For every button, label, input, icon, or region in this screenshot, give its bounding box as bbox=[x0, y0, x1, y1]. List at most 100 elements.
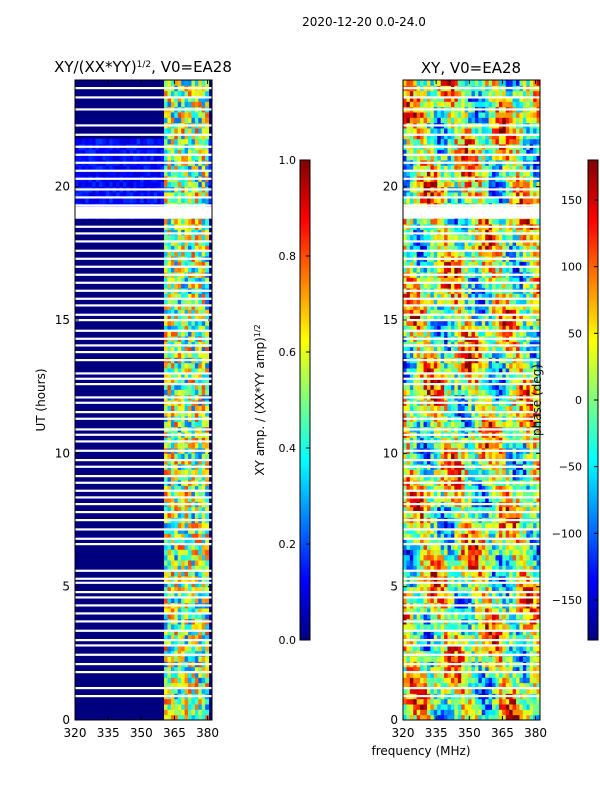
flagged-row bbox=[75, 528, 212, 531]
phase-cell bbox=[420, 469, 425, 476]
phase-cell bbox=[447, 346, 452, 353]
amplitude-cell bbox=[208, 170, 212, 177]
amplitude-cell bbox=[157, 154, 162, 161]
phase-cell bbox=[526, 544, 531, 550]
phase-cell bbox=[457, 458, 462, 465]
phase-cell bbox=[488, 341, 493, 348]
phase-cell bbox=[516, 682, 520, 689]
phase-cell bbox=[488, 640, 493, 646]
phase-cell bbox=[413, 688, 418, 694]
amplitude-cell bbox=[133, 154, 138, 161]
amplitude-cell bbox=[167, 586, 172, 593]
amplitude-cell bbox=[177, 384, 182, 390]
phase-cell bbox=[471, 362, 476, 369]
phase-cell bbox=[488, 346, 493, 353]
phase-cell bbox=[468, 544, 472, 550]
amplitude-cell bbox=[184, 496, 189, 502]
amplitude-cell bbox=[167, 682, 172, 689]
amplitude-cell bbox=[181, 325, 186, 332]
amplitude-cell bbox=[201, 320, 206, 326]
amplitude-cell bbox=[184, 592, 189, 598]
phase-cell bbox=[474, 608, 479, 614]
phase-cell bbox=[478, 640, 483, 646]
amplitude-cell bbox=[188, 656, 192, 662]
phase-cell bbox=[478, 362, 483, 369]
amplitude-cell bbox=[164, 192, 168, 198]
amplitude-cell bbox=[102, 192, 107, 198]
phase-cell bbox=[492, 410, 496, 417]
phase-cell bbox=[430, 346, 435, 353]
amplitude-cell bbox=[174, 341, 179, 348]
phase-cell bbox=[502, 560, 507, 566]
phase-cell bbox=[516, 645, 520, 652]
amplitude-cell bbox=[177, 528, 182, 534]
amplitude-cell bbox=[174, 320, 179, 326]
amplitude-cell bbox=[188, 704, 192, 710]
amplitude-cell bbox=[198, 586, 203, 593]
amplitude-cell bbox=[198, 549, 203, 556]
amplitude-cell bbox=[188, 181, 192, 188]
amplitude-cell bbox=[177, 549, 182, 556]
phase-cell bbox=[447, 437, 452, 444]
phase-cell bbox=[505, 442, 510, 449]
phase-cell bbox=[529, 672, 534, 678]
phase-cell bbox=[529, 533, 534, 540]
phase-cell bbox=[430, 405, 435, 412]
phase-cell bbox=[509, 629, 514, 636]
phase-cell bbox=[512, 485, 517, 492]
amplitude-cell bbox=[133, 181, 138, 188]
phase-cell bbox=[516, 506, 520, 513]
phase-cell bbox=[406, 378, 411, 385]
phase-cell bbox=[505, 506, 510, 513]
phase-cell bbox=[505, 682, 510, 689]
phase-cell bbox=[450, 410, 455, 417]
phase-cell bbox=[509, 666, 514, 673]
phase-cell bbox=[512, 624, 517, 630]
phase-cell bbox=[526, 469, 531, 476]
phase-cell bbox=[533, 597, 538, 604]
phase-cell bbox=[492, 538, 496, 545]
phase-cell bbox=[454, 496, 459, 502]
phase-cell bbox=[505, 341, 510, 348]
amplitude-cell bbox=[181, 389, 186, 396]
flagged-row bbox=[75, 161, 212, 164]
amplitude-cell bbox=[194, 250, 199, 257]
phase-cell bbox=[481, 624, 486, 630]
amplitude-cell bbox=[184, 714, 189, 720]
amplitude-cell bbox=[194, 458, 199, 465]
amplitude-cell bbox=[174, 229, 179, 236]
phase-cell bbox=[471, 581, 476, 588]
phase-cell bbox=[478, 597, 483, 604]
phase-cell bbox=[519, 410, 524, 417]
phase-cell bbox=[526, 346, 531, 353]
amplitude-cell bbox=[153, 138, 158, 145]
phase-cell bbox=[512, 421, 517, 428]
phase-cell bbox=[416, 341, 421, 348]
amplitude-cell bbox=[129, 138, 134, 145]
phase-cell bbox=[471, 592, 476, 598]
amplitude-cell bbox=[177, 437, 182, 444]
phase-cell bbox=[423, 672, 428, 678]
amplitude-cell bbox=[167, 405, 172, 412]
amplitude-cell bbox=[177, 362, 182, 369]
phase-cell bbox=[420, 709, 425, 716]
amplitude-cell bbox=[164, 512, 168, 518]
phase-cell bbox=[433, 458, 438, 465]
phase-cell bbox=[447, 341, 452, 348]
phase-cell bbox=[471, 666, 476, 673]
phase-cell bbox=[464, 634, 469, 641]
phase-cell bbox=[413, 666, 418, 673]
phase-cell bbox=[440, 666, 445, 673]
phase-cell bbox=[454, 378, 459, 385]
phase-cell bbox=[430, 645, 435, 652]
amplitude-cell bbox=[205, 282, 210, 289]
amplitude-cell bbox=[164, 250, 168, 257]
phase-cell bbox=[440, 597, 445, 604]
phase-cell bbox=[409, 597, 414, 604]
phase-cell bbox=[522, 458, 527, 465]
amplitude-cell bbox=[191, 405, 196, 412]
amplitude-cell bbox=[98, 197, 103, 204]
phase-cell bbox=[454, 490, 459, 497]
amplitude-cell bbox=[164, 565, 168, 572]
phase-cell bbox=[529, 677, 534, 684]
